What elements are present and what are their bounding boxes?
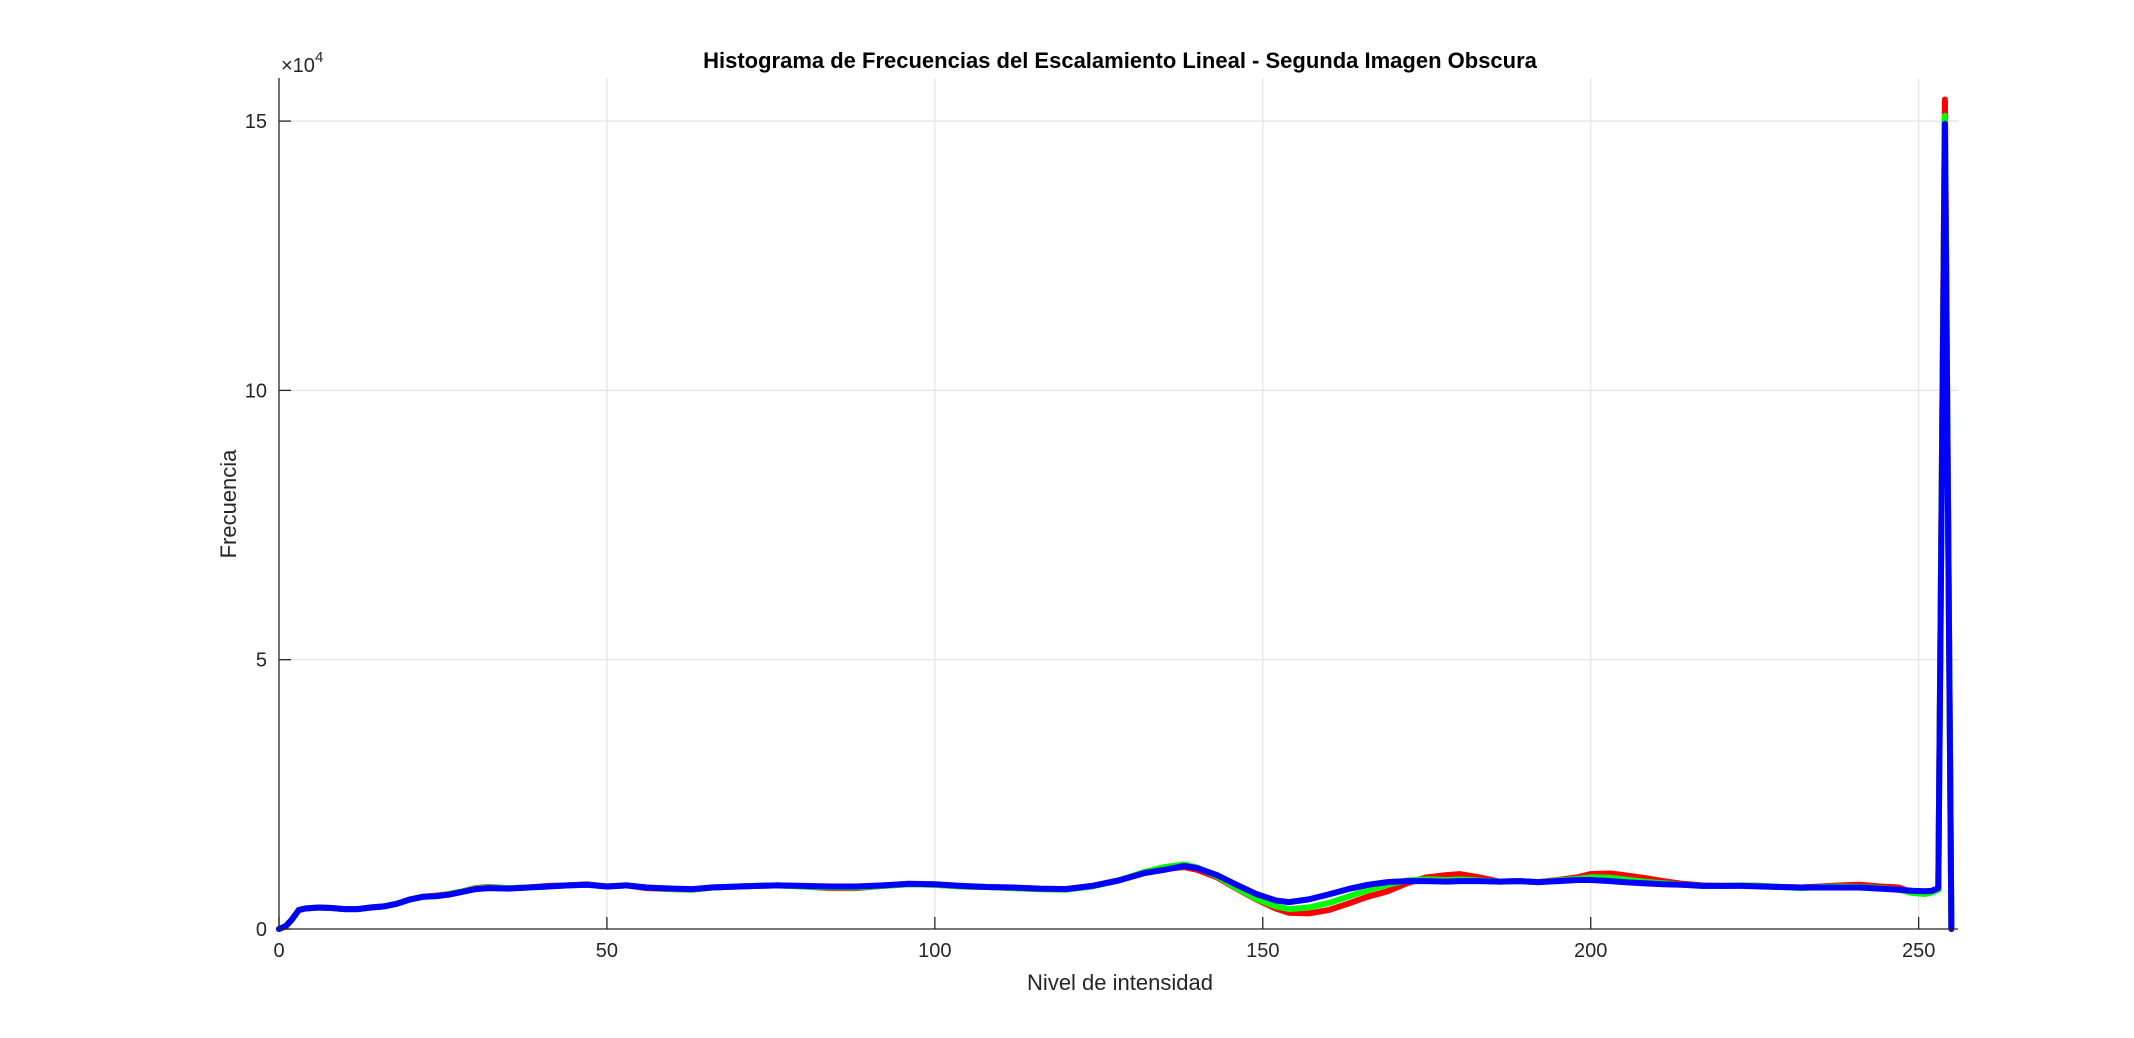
- x-axis-label: Nivel de intensidad: [1027, 970, 1213, 995]
- y-axis-exponent: ×104: [281, 49, 323, 77]
- x-tick-label: 0: [273, 940, 284, 962]
- y-tick-label: 10: [245, 380, 267, 402]
- axes: [278, 78, 1958, 930]
- chart-title: Histograma de Frecuencias del Escalamien…: [703, 48, 1538, 73]
- y-tick-label: 15: [245, 111, 267, 133]
- y-tick-label: 0: [256, 919, 267, 941]
- x-tick-label: 50: [596, 940, 618, 962]
- series-line-3: [276, 120, 1955, 932]
- series-lines: [276, 96, 1955, 932]
- grid-lines: [279, 78, 1958, 929]
- y-axis-exponent-base: ×10: [281, 55, 315, 77]
- x-tick-label: 100: [918, 940, 951, 962]
- x-tick-label: 150: [1246, 940, 1279, 962]
- y-axis-label: Frecuencia: [216, 449, 241, 559]
- y-tick-label: 5: [256, 650, 267, 672]
- x-tick-label: 200: [1574, 940, 1607, 962]
- tick-labels: 0 50 100 150 200 250 0 5 10 15: [245, 111, 1936, 962]
- x-tick-label: 250: [1902, 940, 1935, 962]
- y-axis-exponent-power: 4: [315, 49, 323, 66]
